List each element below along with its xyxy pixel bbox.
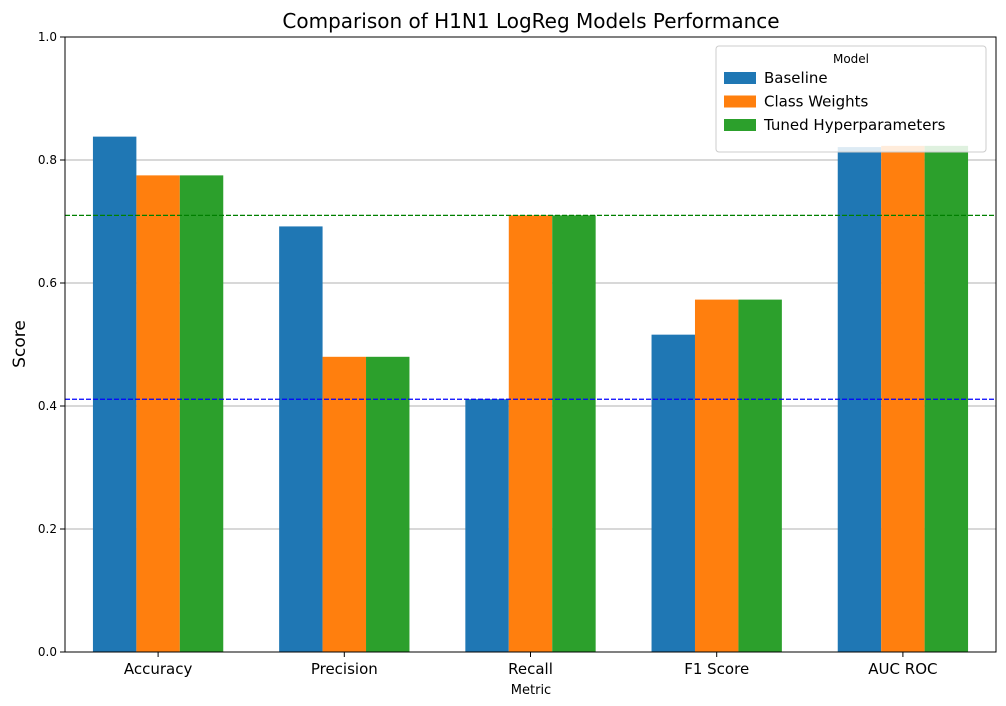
- x-tick-label: Recall: [508, 660, 553, 678]
- legend-label: Tuned Hyperparameters: [763, 116, 946, 134]
- y-axis-label: Score: [10, 320, 30, 368]
- reference-lines: [65, 214, 996, 400]
- y-tick-label: 0.2: [38, 522, 57, 536]
- legend-label: Class Weights: [764, 93, 868, 111]
- bar: [552, 215, 596, 652]
- y-tick-label: 1.0: [38, 30, 57, 44]
- bar: [694, 299, 739, 652]
- bar: [279, 226, 323, 653]
- bar: [92, 136, 137, 652]
- bar: [322, 356, 367, 652]
- bar: [924, 145, 969, 653]
- chart-title: Comparison of H1N1 LogReg Models Perform…: [282, 9, 779, 33]
- y-tick-label: 0.8: [38, 153, 57, 167]
- y-tick-label: 0.0: [38, 645, 57, 659]
- bar: [179, 175, 224, 652]
- y-tick-label: 0.6: [38, 276, 57, 290]
- legend-swatch: [724, 95, 756, 108]
- x-axis-label: Metric: [511, 683, 551, 698]
- legend-swatch: [724, 119, 756, 131]
- x-tick-label: AUC ROC: [868, 660, 937, 678]
- legend-title: Model: [833, 52, 869, 66]
- bar: [508, 215, 553, 652]
- plot-frame: [64, 36, 997, 653]
- bar: [366, 356, 410, 652]
- bar: [651, 334, 695, 652]
- bars: [92, 136, 969, 653]
- axes: 0.0 0.2 0.4 0.6 0.8 1.0 Accuracy Precision Recal…: [38, 30, 997, 678]
- legend-label: Baseline: [764, 69, 828, 87]
- x-tick-label: Accuracy: [124, 660, 193, 678]
- bar: [738, 299, 782, 652]
- x-tick-label: Precision: [311, 660, 378, 678]
- bar: [465, 399, 509, 652]
- x-tick-label: F1 Score: [684, 660, 749, 678]
- y-tick-label: 0.4: [38, 399, 57, 413]
- bar: [136, 175, 180, 652]
- legend: Model Baseline Class Weights Tuned Hyperpar…: [715, 45, 987, 153]
- legend-box: [715, 45, 987, 153]
- legend-swatch: [724, 72, 756, 84]
